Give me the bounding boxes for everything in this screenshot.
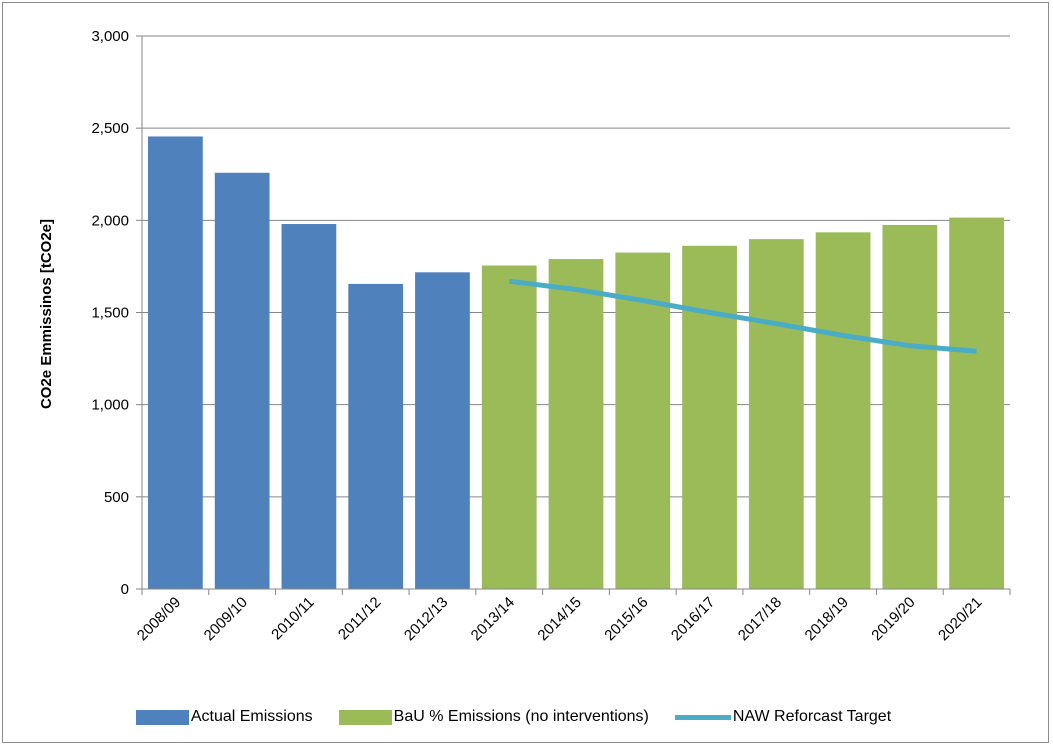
legend-item-target: NAW Reforcast Target bbox=[674, 708, 892, 726]
legend-swatch-actual bbox=[135, 709, 189, 725]
bar-2010-11 bbox=[281, 224, 337, 589]
bar-2015-16 bbox=[615, 252, 671, 589]
target-series-line bbox=[508, 278, 977, 354]
x-tick-label: 2009/10 bbox=[201, 594, 251, 644]
x-tick-label: 2012/13 bbox=[401, 594, 451, 644]
bar-2014-15 bbox=[548, 259, 604, 589]
y-tick-label: 3,000 bbox=[91, 28, 129, 45]
bar-2020-21 bbox=[949, 217, 1004, 589]
legend-item-bau: BaU % Emissions (no interventions) bbox=[338, 708, 649, 726]
legend-swatch-target bbox=[674, 714, 731, 720]
bar-2019-20 bbox=[882, 224, 938, 590]
y-tick-label: 1,000 bbox=[91, 397, 129, 414]
x-tick-label: 2013/14 bbox=[468, 594, 518, 644]
legend-label-bau: BaU % Emissions (no interventions) bbox=[393, 708, 649, 725]
target-line bbox=[508, 278, 977, 354]
x-tick-label: 2019/20 bbox=[868, 594, 918, 644]
x-tick-label: 2011/12 bbox=[335, 594, 385, 644]
legend: Actual Emissions BaU % Emissions (no int… bbox=[0, 703, 1053, 731]
x-tick-label: 2017/18 bbox=[735, 594, 785, 644]
legend-swatch-bau bbox=[338, 709, 392, 725]
bar-2012-13 bbox=[415, 272, 470, 589]
x-tick-label: 2008/09 bbox=[134, 594, 184, 644]
bar-2008-09 bbox=[148, 136, 203, 589]
x-tick-label: 2016/17 bbox=[668, 594, 718, 644]
y-tick-label: 1,500 bbox=[91, 305, 129, 322]
x-tick-label: 2018/19 bbox=[802, 594, 852, 644]
y-axis: 0 500 1,000 1,500 2,000 2,500 3,000 bbox=[91, 28, 143, 598]
bar-2018-19 bbox=[815, 232, 871, 589]
y-tick-label: 2,000 bbox=[91, 212, 129, 229]
x-tick-label: 2010/11 bbox=[268, 594, 318, 644]
x-tick-label: 2015/16 bbox=[601, 594, 651, 644]
x-tick-label: 2014/15 bbox=[534, 594, 584, 644]
legend-label-target: NAW Reforcast Target bbox=[732, 708, 892, 725]
bar-2009-10 bbox=[214, 172, 270, 589]
x-axis: 2008/09 2009/10 2010/11 2011/12 2012/13 2013/… bbox=[134, 588, 1011, 644]
bar-2013-14 bbox=[481, 265, 537, 589]
bar-2016-17 bbox=[682, 245, 737, 589]
legend-item-actual: Actual Emissions bbox=[135, 708, 313, 726]
y-axis-title: CO2e Emmissinos [tCO2e] bbox=[38, 219, 55, 409]
y-tick-label: 0 bbox=[121, 581, 129, 598]
y-tick-label: 2,500 bbox=[91, 120, 129, 137]
legend-label-actual: Actual Emissions bbox=[190, 708, 313, 725]
bar-2017-18 bbox=[748, 239, 804, 590]
bar-2011-12 bbox=[348, 283, 404, 589]
x-tick-label: 2020/21 bbox=[935, 594, 985, 644]
bars bbox=[148, 136, 1004, 590]
y-tick-label: 500 bbox=[104, 489, 129, 506]
